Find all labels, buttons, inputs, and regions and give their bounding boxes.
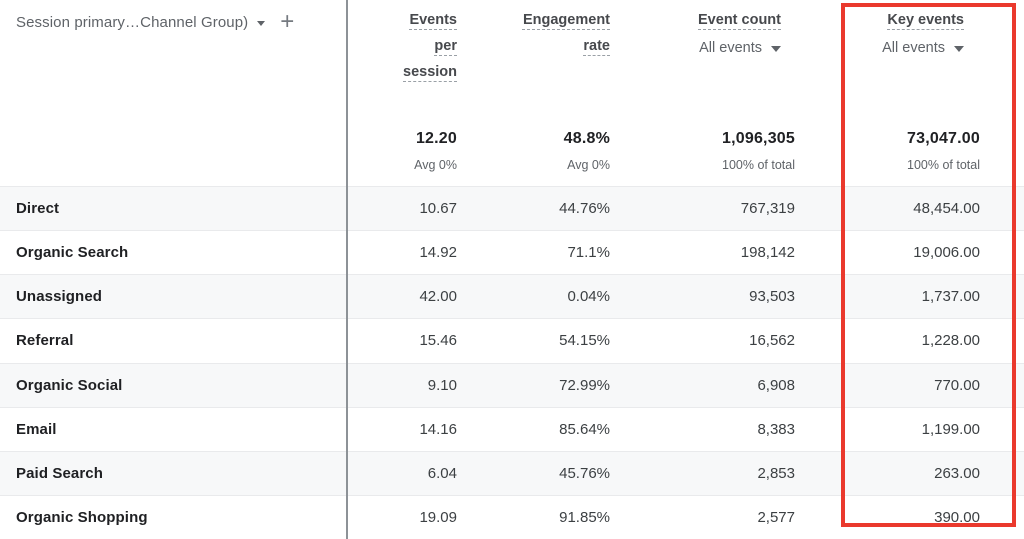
column-header-event-count: Event count All events 1,096,305 100% of…: [626, 0, 811, 186]
summary-value: 48.8%: [563, 130, 610, 147]
table-row: Organic Search 14.92 71.1% 198,142 19,006.00: [0, 230, 1024, 275]
cell-key-events: 48,454.00: [913, 200, 980, 218]
event-count-filter-dropdown[interactable]: All events: [626, 40, 781, 56]
cell-events-per-session: 9.10: [427, 376, 457, 394]
table-row: Referral 15.46 54.15% 16,562 1,228.00: [0, 318, 1024, 363]
cell-engagement-rate: 45.76%: [559, 464, 610, 482]
row-channel-label: Organic Search: [16, 244, 129, 262]
table-row: Email 14.16 85.64% 8,383 1,199.00: [0, 406, 1024, 451]
row-channel-label: Organic Social: [16, 376, 123, 394]
column-sort-label[interactable]: Key events: [887, 12, 964, 28]
table-body: Direct 10.67 44.76% 767,319 48,454.00 Organic…: [0, 186, 1024, 539]
cell-event-count: 198,142: [740, 244, 795, 262]
filter-label: All events: [882, 40, 945, 56]
cell-event-count: 2,853: [757, 464, 795, 482]
chevron-down-icon[interactable]: [257, 20, 266, 26]
summary-value: 73,047.00: [907, 130, 980, 147]
filter-label: All events: [699, 40, 762, 56]
table-row: Organic Shopping 19.09 91.85% 2,577 390.00: [0, 494, 1024, 539]
summary-subtext: 100% of total: [722, 158, 795, 172]
column-sort-label[interactable]: Event count: [698, 12, 781, 28]
dimension-selector[interactable]: Session primary…Channel Group): [16, 13, 249, 31]
cell-key-events: 770.00: [934, 376, 980, 394]
summary-subtext: Avg 0%: [567, 158, 610, 172]
cell-event-count: 93,503: [749, 288, 795, 306]
table-row: Organic Social 9.10 72.99% 6,908 770.00: [0, 362, 1024, 407]
cell-engagement-rate: 72.99%: [559, 376, 610, 394]
cell-events-per-session: 14.92: [419, 244, 457, 262]
cell-engagement-rate: 85.64%: [559, 420, 610, 438]
cell-key-events: 1,228.00: [921, 332, 980, 350]
column-header-engagement-rate: Engagement rate 48.8% Avg 0%: [473, 0, 626, 186]
cell-events-per-session: 6.04: [427, 464, 457, 482]
cell-events-per-session: 10.67: [419, 200, 457, 218]
column-header-events-per-session: Events per session 12.20 Avg 0%: [347, 0, 473, 186]
cell-event-count: 767,319: [740, 200, 795, 218]
row-channel-label: Unassigned: [16, 288, 103, 306]
cell-key-events: 390.00: [934, 508, 980, 526]
chevron-down-icon: [954, 46, 964, 52]
cell-events-per-session: 19.09: [419, 508, 457, 526]
cell-engagement-rate: 54.15%: [559, 332, 610, 350]
row-channel-label: Direct: [16, 200, 60, 218]
cell-events-per-session: 42.00: [419, 288, 457, 306]
summary-value: 12.20: [415, 130, 457, 147]
table-row: Unassigned 42.00 0.04% 93,503 1,737.00: [0, 274, 1024, 319]
key-events-filter-dropdown[interactable]: All events: [811, 40, 964, 56]
cell-engagement-rate: 0.04%: [567, 288, 610, 306]
cell-key-events: 1,199.00: [921, 420, 980, 438]
dimension-header-cell: Session primary…Channel Group) +: [0, 0, 347, 186]
column-sort-label[interactable]: Engagement rate: [522, 12, 610, 54]
cell-key-events: 1,737.00: [921, 288, 980, 306]
column-header-key-events: Key events All events 73,047.00 100% of …: [811, 0, 1024, 186]
cell-event-count: 16,562: [749, 332, 795, 350]
row-channel-label: Paid Search: [16, 464, 103, 482]
cell-event-count: 2,577: [757, 508, 795, 526]
cell-events-per-session: 15.46: [419, 332, 457, 350]
row-channel-label: Organic Shopping: [16, 508, 148, 526]
row-channel-label: Email: [16, 420, 57, 438]
row-channel-label: Referral: [16, 332, 74, 350]
cell-key-events: 19,006.00: [913, 244, 980, 262]
table-row: Direct 10.67 44.76% 767,319 48,454.00: [0, 186, 1024, 231]
cell-engagement-rate: 44.76%: [559, 200, 610, 218]
cell-event-count: 8,383: [757, 420, 795, 438]
add-dimension-button[interactable]: +: [280, 8, 295, 35]
summary-value: 1,096,305: [722, 130, 795, 147]
cell-engagement-rate: 71.1%: [567, 244, 610, 262]
summary-subtext: Avg 0%: [414, 158, 457, 172]
summary-subtext: 100% of total: [907, 158, 980, 172]
cell-event-count: 6,908: [757, 376, 795, 394]
cell-events-per-session: 14.16: [419, 420, 457, 438]
table-header: Session primary…Channel Group) + Events …: [0, 0, 1024, 186]
column-divider: [346, 0, 348, 539]
cell-engagement-rate: 91.85%: [559, 508, 610, 526]
cell-key-events: 263.00: [934, 464, 980, 482]
column-sort-label[interactable]: Events per session: [403, 12, 457, 80]
table-row: Paid Search 6.04 45.76% 2,853 263.00: [0, 450, 1024, 495]
chevron-down-icon: [771, 46, 781, 52]
